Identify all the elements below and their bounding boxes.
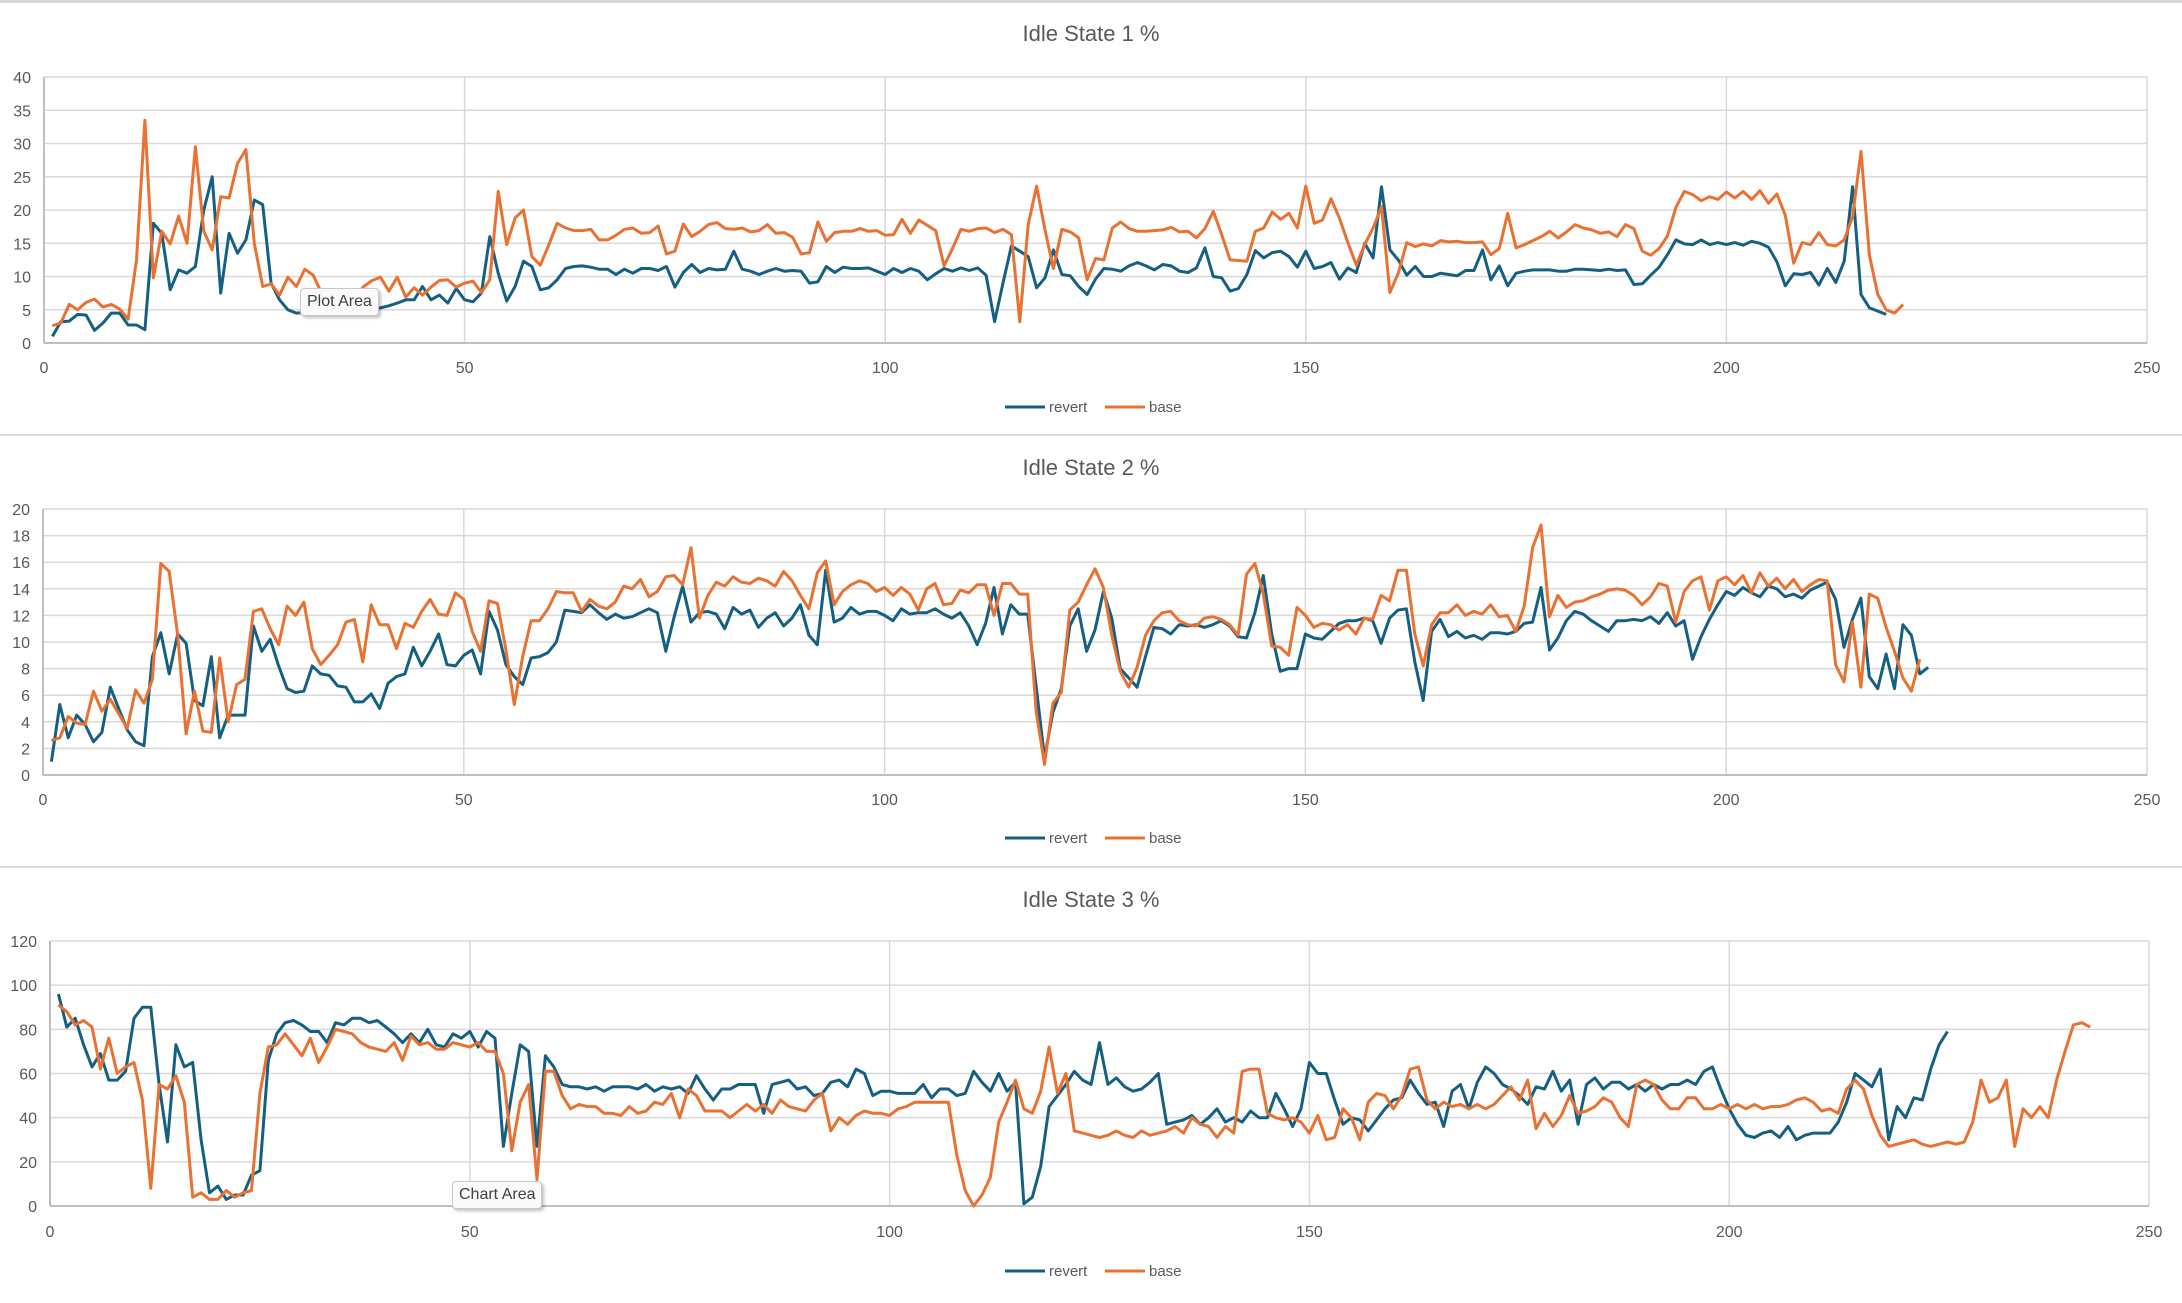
legend-item-base[interactable]: base	[1105, 399, 1182, 416]
legend-label-base: base	[1149, 1263, 1182, 1280]
x-tick-label: 50	[455, 792, 473, 809]
y-tick-label: 20	[19, 1155, 37, 1172]
x-tick-label: 0	[46, 1224, 55, 1241]
x-tick-label: 50	[456, 360, 474, 377]
legend-label-base: base	[1149, 399, 1182, 416]
plot-area-tooltip: Plot Area	[300, 288, 379, 316]
y-tick-label: 80	[19, 1022, 37, 1039]
y-tick-label: 8	[21, 662, 30, 679]
x-tick-label: 250	[2136, 1224, 2163, 1241]
x-tick-label: 150	[1296, 1224, 1323, 1241]
y-tick-label: 0	[28, 1199, 37, 1216]
legend-item-base[interactable]: base	[1105, 830, 1182, 847]
y-tick-label: 100	[10, 978, 37, 995]
x-tick-label: 50	[461, 1224, 479, 1241]
legend-item-base[interactable]: base	[1105, 1263, 1182, 1280]
series-base[interactable]	[58, 1005, 2090, 1206]
series-line-base[interactable]	[51, 525, 1919, 764]
y-tick-label: 15	[13, 236, 31, 253]
legend-item-revert[interactable]: revert	[1005, 399, 1088, 416]
legend-label-revert: revert	[1049, 399, 1088, 416]
legend[interactable]: revert base	[1005, 399, 1182, 416]
legend-label-base: base	[1149, 830, 1182, 847]
chart-idle-state-3[interactable]: Idle State 3 % 0 20 40 60 80 100 120 0 50 100 150 20…	[0, 868, 2182, 1298]
y-tick-label: 30	[13, 137, 31, 154]
x-tick-label: 100	[876, 1224, 903, 1241]
x-tick-label: 150	[1292, 360, 1319, 377]
y-tick-label: 12	[12, 608, 30, 625]
y-tick-label: 4	[21, 715, 30, 732]
chart-area-tooltip: Chart Area	[452, 1181, 542, 1209]
y-tick-label: 6	[21, 688, 30, 705]
y-tick-label: 35	[13, 103, 31, 120]
x-tick-label: 200	[1713, 360, 1740, 377]
chart-idle-state-1[interactable]: Idle State 1 % 0 5 10 15 20 25 30 35 40 0 50 100 150 2…	[0, 3, 2182, 433]
x-tick-label: 250	[2134, 792, 2161, 809]
legend-label-revert: revert	[1049, 1263, 1088, 1280]
series-base[interactable]	[51, 525, 1919, 764]
y-tick-label: 10	[13, 270, 31, 287]
legend-item-revert[interactable]: revert	[1005, 830, 1088, 847]
series-revert[interactable]	[58, 994, 1947, 1204]
x-tick-label: 0	[40, 360, 49, 377]
series-line-base[interactable]	[58, 1005, 2090, 1206]
y-tick-label: 40	[19, 1111, 37, 1128]
y-tick-label: 20	[12, 502, 30, 519]
x-tick-label: 0	[39, 792, 48, 809]
chart-idle-state-1-svg: Idle State 1 % 0 5 10 15 20 25 30 35 40 0 50 100 150 2…	[0, 3, 2182, 433]
y-tick-label: 0	[21, 768, 30, 785]
chart-title: Idle State 2 %	[1023, 455, 1160, 480]
y-tick-label: 20	[13, 203, 31, 220]
y-tick-label: 2	[21, 741, 30, 758]
chart-title: Idle State 1 %	[1023, 21, 1160, 46]
y-tick-label: 16	[12, 555, 30, 572]
legend[interactable]: revert base	[1005, 830, 1182, 847]
y-tick-label: 25	[13, 170, 31, 187]
x-tick-label: 100	[872, 360, 899, 377]
y-tick-label: 18	[12, 529, 30, 546]
y-tick-label: 5	[22, 303, 31, 320]
y-tick-label: 0	[22, 336, 31, 353]
legend[interactable]: revert base	[1005, 1263, 1182, 1280]
x-tick-label: 200	[1716, 1224, 1743, 1241]
y-tick-label: 40	[13, 70, 31, 87]
x-tick-label: 200	[1713, 792, 1740, 809]
y-tick-label: 60	[19, 1067, 37, 1084]
y-tick-label: 120	[10, 934, 37, 951]
legend-item-revert[interactable]: revert	[1005, 1263, 1088, 1280]
y-tick-label: 10	[12, 635, 30, 652]
y-tick-label: 14	[12, 582, 30, 599]
x-tick-label: 150	[1292, 792, 1319, 809]
x-tick-label: 250	[2134, 360, 2161, 377]
x-tick-label: 100	[871, 792, 898, 809]
chart-idle-state-3-svg: Idle State 3 % 0 20 40 60 80 100 120 0 50 100 150 20…	[0, 868, 2182, 1298]
legend-label-revert: revert	[1049, 830, 1088, 847]
series-line-revert[interactable]	[58, 994, 1947, 1204]
chart-title: Idle State 3 %	[1023, 887, 1160, 912]
